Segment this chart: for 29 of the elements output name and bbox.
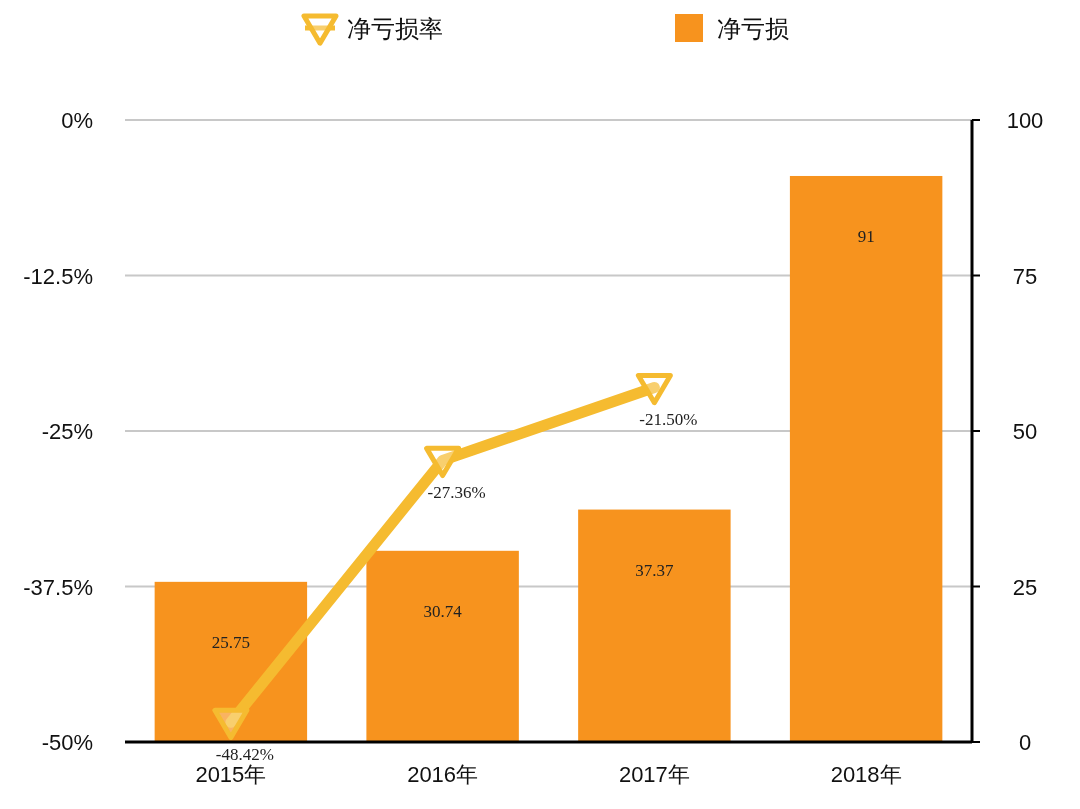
y2-tick-label: 100	[1006, 108, 1044, 133]
x-tick-label: 2018年	[830, 762, 902, 787]
point	[212, 707, 250, 741]
data-label: 37.37	[635, 560, 674, 580]
data-label: 91	[857, 226, 875, 246]
y-tick-label: -37.5%	[23, 574, 93, 600]
x-tick-label: 2015年	[195, 762, 267, 787]
y2-tick-label: 0	[1018, 730, 1032, 755]
legend-label: 净亏损	[717, 15, 789, 43]
point	[424, 445, 462, 479]
data-label: -21.50%	[639, 410, 698, 430]
point	[635, 372, 673, 406]
y2-tick-label: 50	[1012, 419, 1038, 444]
y2-tick-label: 25	[1012, 574, 1038, 600]
y-tick-label: -25%	[41, 419, 93, 444]
y2-tick-label: 75	[1012, 263, 1038, 289]
bar	[154, 581, 308, 742]
data-label: 25.75	[211, 632, 250, 652]
y-tick-label: 0%	[61, 108, 93, 133]
y-tick-label: -50%	[41, 730, 93, 755]
x-tick-label: 2016年	[407, 762, 479, 787]
bar	[366, 550, 519, 742]
data-label: 30.74	[423, 601, 463, 621]
x-tick-label: 2017年	[618, 762, 690, 787]
data-label: -27.36%	[427, 483, 486, 503]
legend-label: 净亏损率	[347, 15, 443, 43]
y-tick-label: -12.5%	[23, 263, 93, 289]
bar	[789, 175, 943, 742]
data-label: -48.42%	[215, 745, 274, 765]
